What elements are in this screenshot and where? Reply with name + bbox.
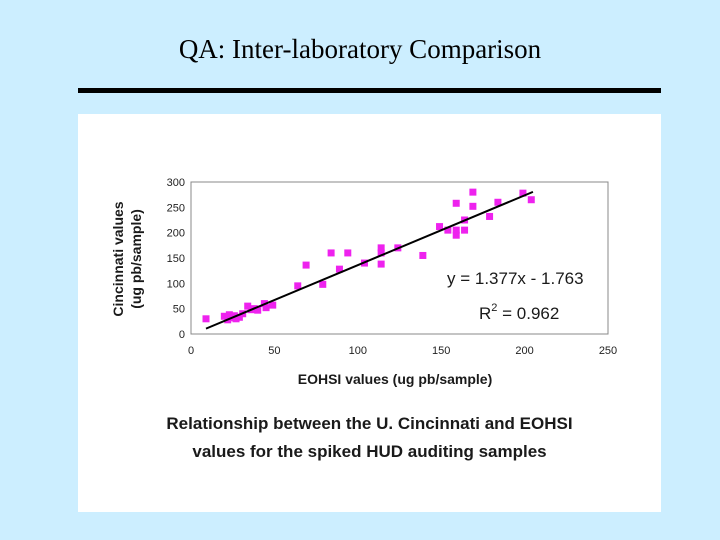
data-point [519, 189, 527, 197]
x-tick-label: 250 [599, 345, 617, 357]
regression-line [205, 190, 534, 330]
y-tick-label: 150 [167, 253, 185, 265]
data-point [235, 313, 243, 321]
regression-equation: y = 1.377x - 1.763 [447, 269, 584, 288]
data-point [486, 212, 494, 220]
y-axis-ticks: 0 50 100 150 200 250 300 [167, 177, 185, 341]
data-point [344, 249, 352, 257]
y-tick-label: 100 [167, 278, 185, 290]
y-tick-label: 0 [179, 329, 185, 341]
data-point [452, 226, 460, 234]
scatter-chart: 0 50 100 150 200 250 300 0 50 100 150 200 250 y = 1… [110, 177, 617, 387]
data-point [444, 226, 452, 234]
y-axis-label-line2: (ug pb/sample) [128, 209, 144, 309]
x-tick-label: 0 [188, 345, 194, 357]
y-tick-label: 300 [167, 177, 185, 189]
y-tick-label: 250 [167, 202, 185, 214]
data-point [452, 199, 460, 207]
data-point [327, 249, 335, 257]
x-tick-label: 100 [349, 345, 367, 357]
x-tick-label: 150 [432, 345, 450, 357]
slide-title: QA: Inter-laboratory Comparison [178, 34, 542, 64]
data-point [469, 188, 477, 196]
figure-caption: Relationship between the U. Cincinnati a… [78, 410, 661, 466]
data-point [220, 312, 228, 320]
data-point [494, 198, 502, 206]
x-tick-label: 200 [515, 345, 533, 357]
data-point [302, 261, 310, 269]
x-axis-ticks: 0 50 100 150 200 250 [188, 345, 617, 357]
data-point [436, 223, 444, 231]
data-point [202, 315, 210, 323]
data-point [377, 249, 385, 257]
data-point [377, 244, 385, 252]
data-point [377, 260, 385, 268]
x-tick-label: 50 [268, 345, 280, 357]
caption-line-2: values for the spiked HUD auditing sampl… [192, 442, 547, 461]
y-tick-label: 50 [173, 304, 185, 316]
title-divider [78, 88, 661, 93]
data-point [254, 306, 262, 314]
data-point [244, 302, 252, 310]
y-axis-label: Cincinnati values (ug pb/sample) [110, 201, 144, 316]
y-tick-label: 200 [167, 228, 185, 240]
data-point [262, 304, 270, 312]
data-point [452, 231, 460, 239]
chart-panel: 0 50 100 150 200 250 300 0 50 100 150 200 250 y = 1… [78, 114, 661, 512]
data-point [461, 226, 469, 234]
data-point [335, 265, 343, 273]
data-point [527, 196, 535, 204]
data-point [294, 282, 302, 290]
data-point [269, 301, 277, 309]
r-squared-value: R2 = 0.962 [479, 302, 559, 323]
caption-line-1: Relationship between the U. Cincinnati a… [166, 414, 573, 433]
data-point [469, 202, 477, 210]
x-axis-label: EOHSI values (ug pb/sample) [298, 371, 493, 387]
y-axis-label-line1: Cincinnati values [110, 201, 126, 316]
data-point [319, 280, 327, 288]
data-point [419, 251, 427, 259]
